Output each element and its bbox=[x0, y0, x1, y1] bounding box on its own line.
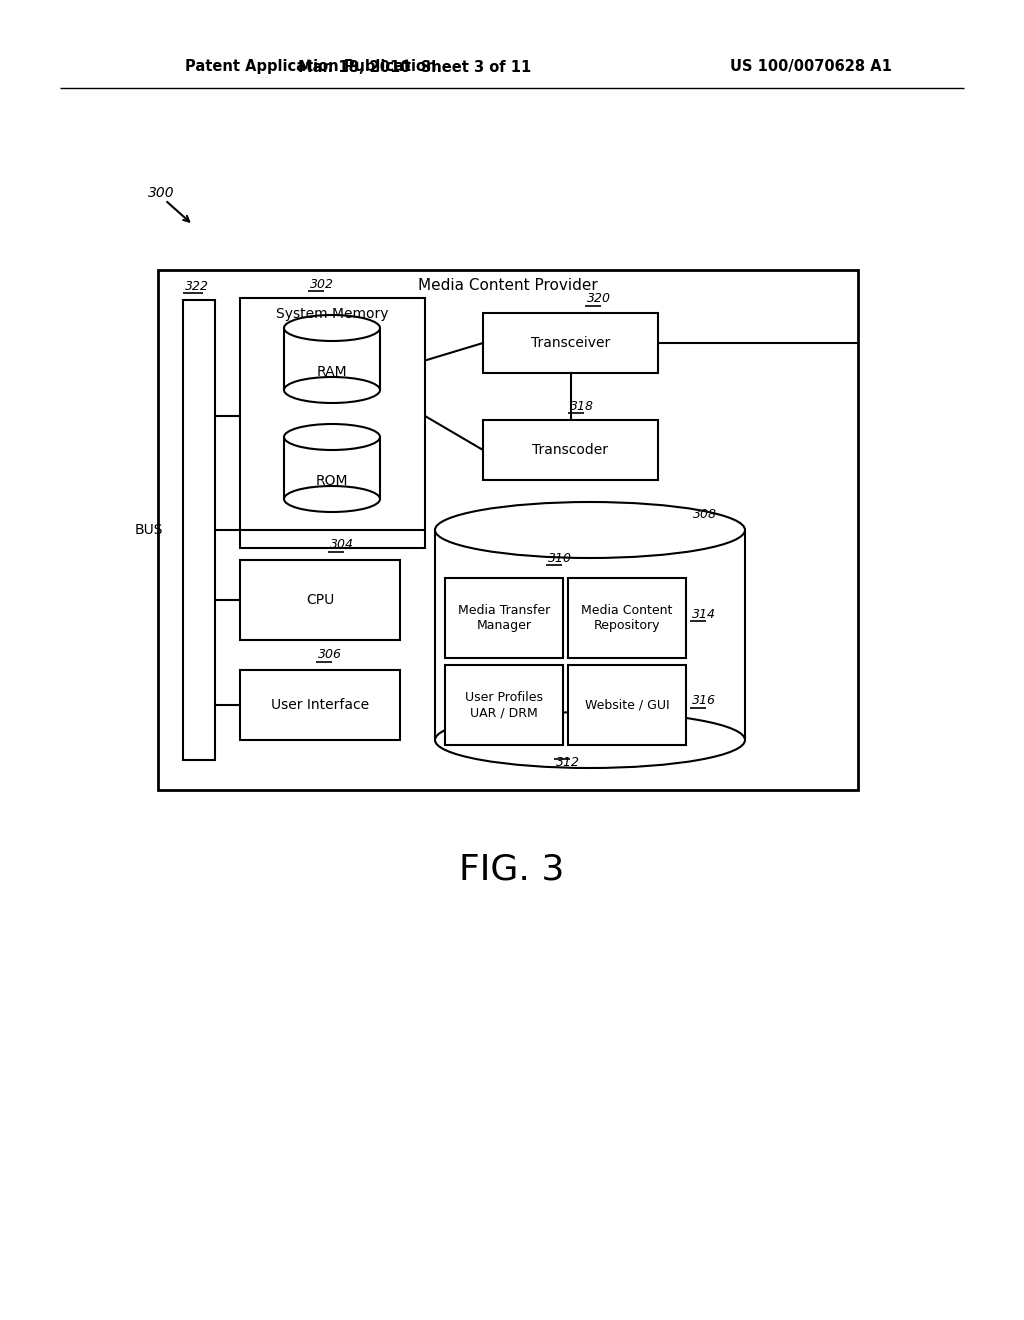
Text: 308: 308 bbox=[693, 508, 717, 521]
Bar bbox=[284, 437, 380, 499]
Text: Media Content Provider: Media Content Provider bbox=[418, 279, 598, 293]
Ellipse shape bbox=[284, 486, 380, 512]
Text: System Memory: System Memory bbox=[276, 308, 389, 321]
Text: 300: 300 bbox=[148, 186, 175, 201]
Bar bbox=[483, 313, 658, 374]
Bar bbox=[568, 578, 686, 657]
Bar bbox=[240, 671, 400, 741]
Bar bbox=[445, 665, 563, 744]
Text: 302: 302 bbox=[310, 277, 334, 290]
Text: FIG. 3: FIG. 3 bbox=[460, 853, 564, 887]
Ellipse shape bbox=[284, 315, 380, 341]
Bar bbox=[158, 271, 858, 789]
Text: CPU: CPU bbox=[306, 593, 334, 607]
Text: 322: 322 bbox=[185, 280, 209, 293]
Ellipse shape bbox=[435, 711, 745, 768]
Text: 304: 304 bbox=[330, 539, 354, 552]
Text: Media Content
Repository: Media Content Repository bbox=[582, 605, 673, 632]
Text: 314: 314 bbox=[692, 607, 716, 620]
Text: 318: 318 bbox=[570, 400, 594, 412]
Text: Transcoder: Transcoder bbox=[532, 444, 608, 457]
Bar bbox=[240, 560, 400, 640]
Bar bbox=[183, 300, 215, 760]
Text: User Profiles
UAR / DRM: User Profiles UAR / DRM bbox=[465, 690, 543, 719]
Text: Patent Application Publication: Patent Application Publication bbox=[185, 59, 436, 74]
Bar bbox=[568, 665, 686, 744]
Bar bbox=[483, 420, 658, 480]
Text: US 100/0070628 A1: US 100/0070628 A1 bbox=[730, 59, 892, 74]
Text: RAM: RAM bbox=[316, 366, 347, 379]
Bar bbox=[240, 298, 425, 548]
Text: Media Transfer
Manager: Media Transfer Manager bbox=[458, 605, 550, 632]
Ellipse shape bbox=[284, 424, 380, 450]
Text: 316: 316 bbox=[692, 694, 716, 708]
Text: 312: 312 bbox=[556, 756, 580, 770]
Bar bbox=[445, 578, 563, 657]
Text: 310: 310 bbox=[548, 552, 572, 565]
Text: 320: 320 bbox=[587, 293, 611, 305]
Ellipse shape bbox=[284, 378, 380, 403]
Bar bbox=[435, 531, 745, 741]
Text: Transceiver: Transceiver bbox=[530, 337, 610, 350]
Text: ROM: ROM bbox=[315, 474, 348, 488]
Ellipse shape bbox=[435, 502, 745, 558]
Text: User Interface: User Interface bbox=[271, 698, 369, 711]
Bar bbox=[284, 327, 380, 389]
Text: Mar. 18, 2010  Sheet 3 of 11: Mar. 18, 2010 Sheet 3 of 11 bbox=[298, 59, 531, 74]
Text: 306: 306 bbox=[318, 648, 342, 661]
Text: BUS: BUS bbox=[134, 523, 163, 537]
Text: Website / GUI: Website / GUI bbox=[585, 698, 670, 711]
